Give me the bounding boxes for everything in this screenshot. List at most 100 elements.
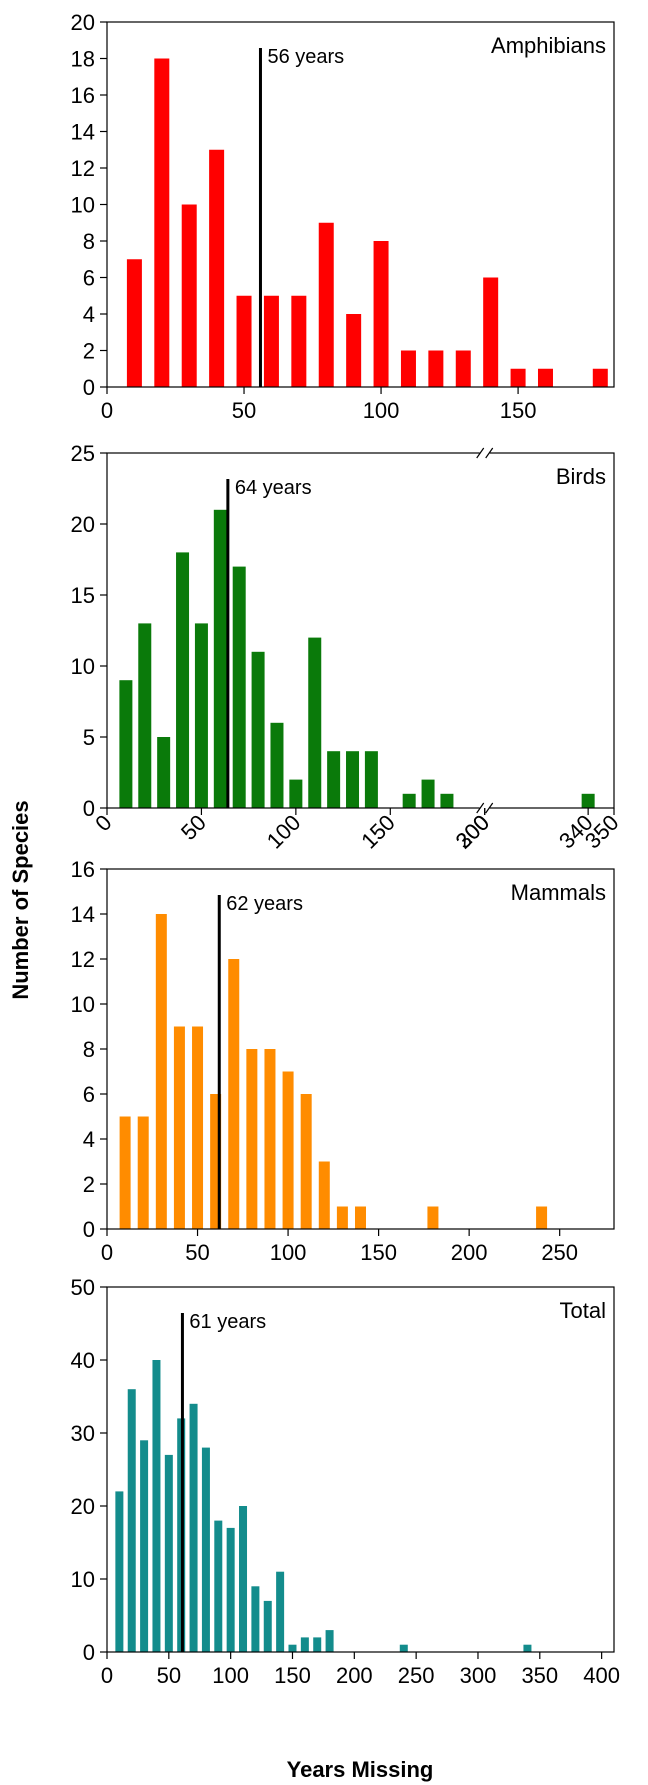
y-tick-label: 16 [71, 83, 95, 108]
x-tick-label: 0 [101, 398, 113, 423]
x-tick-label: 300 [451, 810, 495, 854]
x-tick-label: 50 [185, 1240, 209, 1265]
bar [536, 1206, 548, 1229]
y-tick-label: 18 [71, 47, 95, 72]
bar [402, 793, 416, 808]
x-tick-label: 400 [583, 1663, 620, 1688]
x-tick-label: 50 [232, 398, 256, 423]
bar [181, 204, 197, 387]
x-tick-label: 0 [101, 1663, 113, 1688]
y-tick-label: 30 [71, 1421, 95, 1446]
bar [176, 552, 190, 808]
bar [226, 1527, 235, 1652]
bar [373, 241, 389, 387]
x-tick-label: 100 [270, 1240, 307, 1265]
panel-mammals: 62 years Mammals 0 2 4 6 8 10 12 14 16 0 50 100 150 200… [71, 857, 615, 1265]
x-tick-label: 200 [451, 1240, 488, 1265]
x-tick-label: 50 [176, 810, 211, 845]
bar [152, 1360, 161, 1652]
bar [173, 1026, 185, 1229]
y-tick-label: 12 [71, 947, 95, 972]
panel-total: 61 years Total 0 10 20 30 40 50 0 50 100 150 200 250 3… [71, 1275, 620, 1688]
x-tick-label: 150 [500, 398, 537, 423]
bar [327, 751, 341, 808]
bar [291, 295, 307, 387]
y-tick-label: 8 [83, 1037, 95, 1062]
y-axis-label: Number of Species [8, 800, 33, 999]
bar [428, 350, 444, 387]
y-tick-label: 0 [83, 1640, 95, 1665]
bar [537, 368, 553, 387]
x-tick-label: 200 [336, 1663, 373, 1688]
bar [440, 793, 454, 808]
y-tick-label: 20 [71, 10, 95, 35]
plot-frame [106, 452, 615, 809]
bar [288, 1644, 297, 1652]
x-axis-label: Years Missing [287, 1757, 434, 1782]
y-tick-label: 12 [71, 156, 95, 181]
y-tick-label: 10 [71, 654, 95, 679]
x-tick-label: 350 [521, 1663, 558, 1688]
bar [157, 737, 171, 808]
bar [209, 149, 225, 387]
bar [194, 623, 208, 808]
median-label: 56 years [267, 46, 344, 68]
bar [164, 1454, 173, 1652]
x-tick-label: 50 [157, 1663, 181, 1688]
y-tick-label: 50 [71, 1275, 95, 1300]
bar [115, 1491, 124, 1652]
bar [228, 959, 240, 1229]
bar [581, 793, 595, 808]
y-tick-label: 6 [83, 1082, 95, 1107]
axis-break-mark [485, 802, 494, 814]
bar [346, 751, 360, 808]
x-tick-label: 100 [262, 810, 306, 854]
bar [239, 1506, 248, 1652]
bar [210, 1094, 222, 1229]
panel-amphibians: 56 years Amphibians 0 2 4 6 8 10 12 14 16 18 20 0 50 10… [71, 10, 615, 423]
bar [300, 1094, 312, 1229]
y-tick-label: 25 [71, 441, 95, 466]
bar [355, 1206, 366, 1229]
y-tick-label: 2 [83, 339, 95, 364]
bar [263, 295, 279, 387]
bar [510, 368, 526, 387]
y-tick-label: 6 [83, 266, 95, 291]
bar [214, 1520, 223, 1652]
bar [300, 1637, 309, 1652]
bar [232, 566, 246, 808]
median-label: 62 years [226, 893, 303, 915]
bar [126, 259, 142, 387]
bar [213, 509, 227, 808]
bar [400, 350, 416, 387]
bar [270, 722, 284, 808]
bar [318, 1161, 330, 1229]
y-tick-label: 0 [83, 1217, 95, 1242]
plot-frame [106, 1286, 615, 1653]
x-tick-label: 150 [274, 1663, 311, 1688]
axis-break-mark [476, 802, 485, 814]
bar [246, 1049, 258, 1229]
x-tick-label: 0 [90, 810, 116, 836]
bar [201, 1447, 210, 1652]
axis-break-mark [485, 447, 494, 459]
bar [364, 751, 378, 808]
bar [192, 1026, 204, 1229]
y-tick-label: 5 [83, 725, 95, 750]
y-tick-label: 10 [71, 992, 95, 1017]
y-tick-label: 0 [83, 375, 95, 400]
x-tick-label: 300 [460, 1663, 497, 1688]
panel-title: Total [560, 1298, 606, 1323]
y-tick-label: 8 [83, 229, 95, 254]
y-tick-label: 15 [71, 583, 95, 608]
bar [276, 1571, 285, 1652]
bar [119, 680, 133, 808]
bar [154, 58, 170, 387]
bar [318, 222, 334, 387]
y-tick-label: 20 [71, 512, 95, 537]
bar [137, 1116, 149, 1229]
y-tick-label: 4 [83, 302, 95, 327]
bar [236, 295, 252, 387]
